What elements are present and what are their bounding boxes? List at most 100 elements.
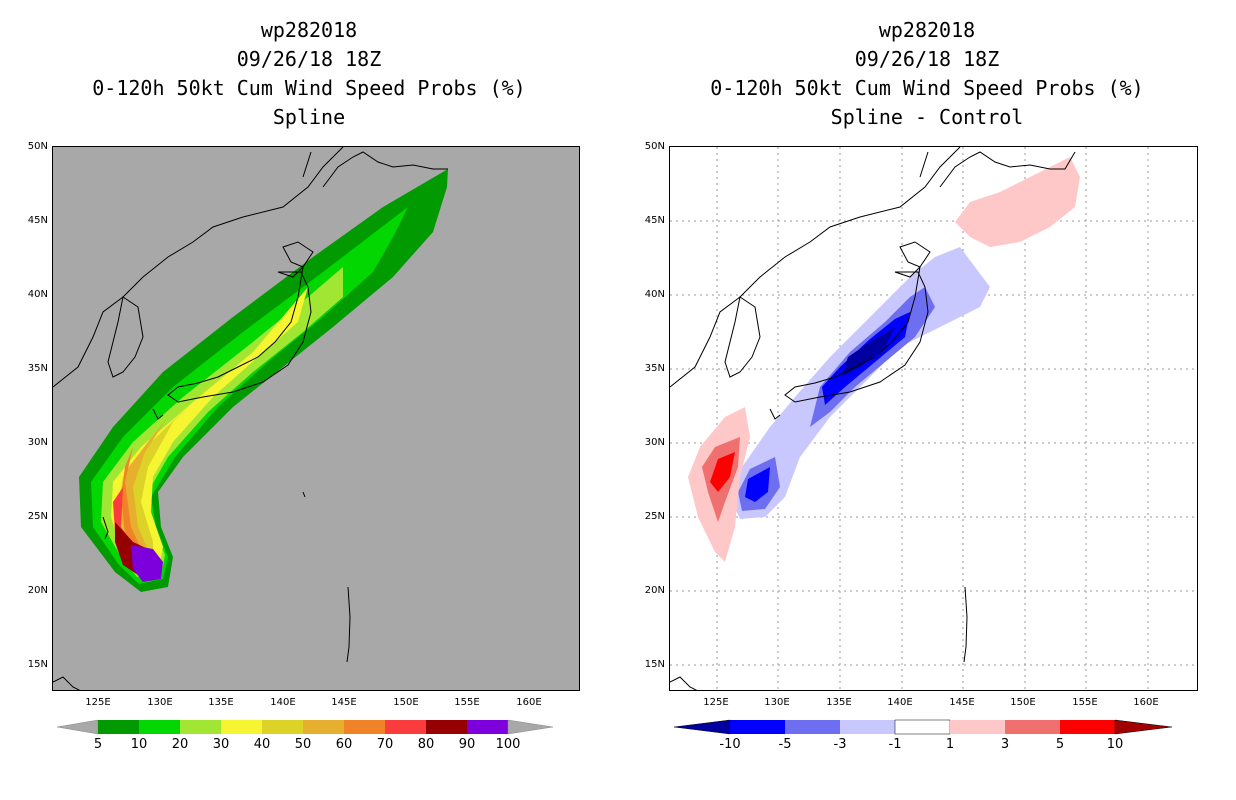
lat-label: 35N: [644, 363, 665, 374]
right-difference-map: [669, 146, 1198, 691]
lon-label: 145E: [949, 697, 975, 708]
colorbar-label: -3: [833, 737, 847, 752]
colorbar-label: 90: [458, 737, 476, 752]
lon-label: 130E: [764, 697, 790, 708]
lat-label: 50N: [644, 141, 665, 152]
lat-label: 15N: [27, 659, 48, 670]
left-title-block: wp282018 09/26/18 18Z 0-120h 50kt Cum Wi…: [9, 16, 609, 132]
prob-band-20: [101, 267, 343, 577]
right-swatch-minus1-1: [894, 719, 951, 735]
lat-label: 45N: [644, 215, 665, 226]
lon-label: 155E: [1072, 697, 1098, 708]
lat-label: 40N: [644, 289, 665, 300]
colorbar-label: 1: [945, 737, 955, 752]
left-swatch-70-80: [385, 720, 426, 734]
right-swatch-1-3: [950, 720, 1005, 734]
right-subtitle: Spline - Control: [830, 105, 1024, 129]
right-swatch-3-5: [1005, 720, 1060, 734]
left-swatch-60-70: [344, 720, 385, 734]
colorbar-label: 20: [171, 737, 189, 752]
left-colorbar-high-arrow: [507, 719, 554, 735]
lat-label: 45N: [27, 215, 48, 226]
colorbar-label: -5: [778, 737, 792, 752]
right-colorbar-low-arrow: [673, 719, 731, 735]
left-colorbar-low-arrow: [56, 719, 99, 735]
left-colorbar: [56, 718, 554, 736]
left-swatch-80-90: [426, 720, 467, 734]
left-colorbar-svg: [56, 719, 554, 735]
right-product: 0-120h 50kt Cum Wind Speed Probs (%): [710, 76, 1144, 100]
colorbar-label: 10: [130, 737, 148, 752]
right-swatch-minus3-minus1: [840, 720, 895, 734]
lon-label: 125E: [85, 697, 111, 708]
lon-label: 140E: [270, 697, 296, 708]
lon-label: 150E: [393, 697, 419, 708]
right-swatch-5-10: [1060, 720, 1115, 734]
right-map-svg: [670, 147, 1197, 690]
prob-band-70: [113, 487, 141, 557]
lon-label: 135E: [208, 697, 234, 708]
colorbar-label: 5: [93, 737, 103, 752]
left-swatch-10-20: [139, 720, 180, 734]
diff-band-plus1-north: [955, 157, 1080, 247]
lon-label: 140E: [887, 697, 913, 708]
lon-label: 135E: [826, 697, 852, 708]
lat-label: 40N: [27, 289, 48, 300]
prob-band-60: [121, 447, 145, 559]
colorbar-label: 80: [417, 737, 435, 752]
colorbar-label: -10: [719, 737, 741, 752]
colorbar-label: -1: [888, 737, 902, 752]
lat-label: 35N: [27, 363, 48, 374]
left-swatch-30-40: [221, 720, 262, 734]
right-graticule: [670, 147, 1197, 690]
left-swatch-5-10: [98, 720, 139, 734]
lon-label: 150E: [1010, 697, 1036, 708]
lat-label: 25N: [644, 511, 665, 522]
left-swatch-90-100: [467, 720, 508, 734]
lat-label: 25N: [27, 511, 48, 522]
left-swatch-50-60: [303, 720, 344, 734]
left-swatch-40-50: [262, 720, 303, 734]
lat-label: 50N: [27, 141, 48, 152]
lon-label: 145E: [331, 697, 357, 708]
diff-band-plus5: [710, 452, 735, 492]
colorbar-label: 40: [253, 737, 271, 752]
diff-band-minus10: [842, 327, 895, 377]
left-datetime: 09/26/18 18Z: [236, 47, 382, 71]
colorbar-label: 100: [495, 737, 521, 752]
right-colorbar: [673, 718, 1173, 736]
lat-label: 30N: [644, 437, 665, 448]
prob-band-90: [131, 545, 163, 582]
colorbar-label: 70: [376, 737, 394, 752]
diff-band-minus5b: [745, 467, 770, 502]
colorbar-label: 3: [1000, 737, 1010, 752]
right-datetime: 09/26/18 18Z: [854, 47, 1000, 71]
lat-label: 20N: [27, 585, 48, 596]
colorbar-label: 50: [294, 737, 312, 752]
left-probability-map: [52, 146, 580, 691]
lat-label: 30N: [27, 437, 48, 448]
right-title-block: wp282018 09/26/18 18Z 0-120h 50kt Cum Wi…: [627, 16, 1227, 132]
left-coastlines: [53, 147, 448, 690]
left-map-svg: [53, 147, 448, 690]
right-swatch-minus10-minus5: [730, 720, 785, 734]
prob-band-50: [119, 417, 168, 562]
colorbar-label: 60: [335, 737, 353, 752]
right-coastlines: [670, 147, 1076, 690]
lon-label: 130E: [147, 697, 173, 708]
colorbar-label: 5: [1055, 737, 1065, 752]
left-product: 0-120h 50kt Cum Wind Speed Probs (%): [92, 76, 526, 100]
left-storm-id: wp282018: [260, 18, 358, 42]
lon-label: 125E: [703, 697, 729, 708]
colorbar-label: 30: [212, 737, 230, 752]
lat-label: 15N: [644, 659, 665, 670]
right-swatch-minus5-minus3: [785, 720, 840, 734]
right-storm-id: wp282018: [878, 18, 976, 42]
lon-label: 160E: [516, 697, 542, 708]
right-colorbar-svg: [673, 719, 1173, 735]
lon-label: 160E: [1133, 697, 1159, 708]
lon-label: 155E: [454, 697, 480, 708]
right-colorbar-high-arrow: [1114, 719, 1173, 735]
left-subtitle: Spline: [272, 105, 346, 129]
lat-label: 20N: [644, 585, 665, 596]
